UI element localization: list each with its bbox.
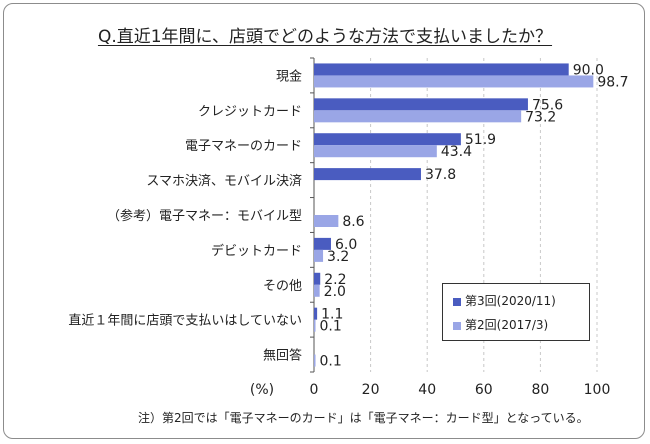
legend-item-series2: 第2回(2017/3)	[453, 317, 548, 333]
bar-series2	[314, 215, 339, 227]
x-tick-label: 20	[362, 382, 380, 398]
bar-series1	[314, 237, 331, 250]
data-label: 43.4	[441, 144, 472, 160]
data-label: 73.2	[525, 109, 556, 125]
bar-series2	[314, 319, 316, 332]
category-label: 無回答	[263, 348, 302, 364]
category-label: 電子マネーのカード	[185, 139, 302, 154]
bar-series1	[314, 63, 569, 76]
bar-series1	[314, 272, 321, 285]
category-label: 直近１年間に店頭で支払いはしていない	[68, 314, 302, 329]
data-label: 6.0	[335, 237, 357, 253]
category-label: （参考）電子マネー：モバイル型	[107, 208, 302, 224]
bar-series2	[314, 75, 594, 88]
data-label: 3.2	[327, 249, 349, 265]
bar-series2	[314, 284, 320, 297]
legend-label-series2: 第2回(2017/3)	[465, 318, 549, 332]
legend-swatch-series2	[453, 321, 461, 330]
bar-series1	[314, 168, 421, 181]
legend: 第3回(2020/11) 第2回(2017/3)	[442, 283, 590, 341]
data-label: 1.1	[321, 307, 343, 323]
bar-series2	[314, 249, 324, 262]
category-label: その他	[263, 279, 302, 294]
bar-series2	[314, 110, 522, 123]
bar-series1	[314, 133, 461, 146]
x-tick-label: 0	[310, 382, 319, 398]
data-label: 98.7	[597, 74, 628, 90]
x-tick-label: 100	[584, 382, 611, 398]
data-label: 0.1	[320, 354, 342, 370]
footnote: 注）第2回では「電子マネーのカード」は「電子マネー：カード型」となっている。	[138, 411, 589, 425]
x-tick-label: 80	[531, 382, 549, 398]
legend-label-series1: 第3回(2020/11)	[465, 294, 556, 308]
bar-series1	[314, 307, 318, 320]
data-label: 2.0	[324, 284, 346, 300]
legend-swatch-series1	[453, 297, 461, 306]
category-label: クレジットカード	[198, 104, 302, 119]
data-label: 51.9	[465, 132, 496, 148]
legend-item-series1: 第3回(2020/11)	[453, 293, 556, 309]
category-label: 現金	[276, 68, 302, 84]
x-tick-label: 60	[475, 382, 493, 398]
category-label: スマホ決済、モバイル決済	[146, 173, 302, 189]
bar-series2	[314, 354, 316, 367]
x-tick-label: 40	[418, 382, 436, 398]
data-label: 8.6	[342, 214, 364, 230]
bar-series2	[314, 145, 437, 158]
data-label: 0.1	[320, 319, 342, 335]
data-label: 90.0	[573, 62, 604, 78]
data-label: 37.8	[425, 167, 456, 183]
chart-title: Q.直近1年間に、店頭でどのような方法で支払いましたか？	[97, 27, 553, 47]
x-axis-unit: (%)	[250, 382, 274, 398]
category-label: デビットカード	[211, 243, 302, 259]
bar-series1	[314, 98, 528, 111]
data-label: 75.6	[532, 97, 563, 113]
data-label: 2.2	[324, 272, 346, 288]
